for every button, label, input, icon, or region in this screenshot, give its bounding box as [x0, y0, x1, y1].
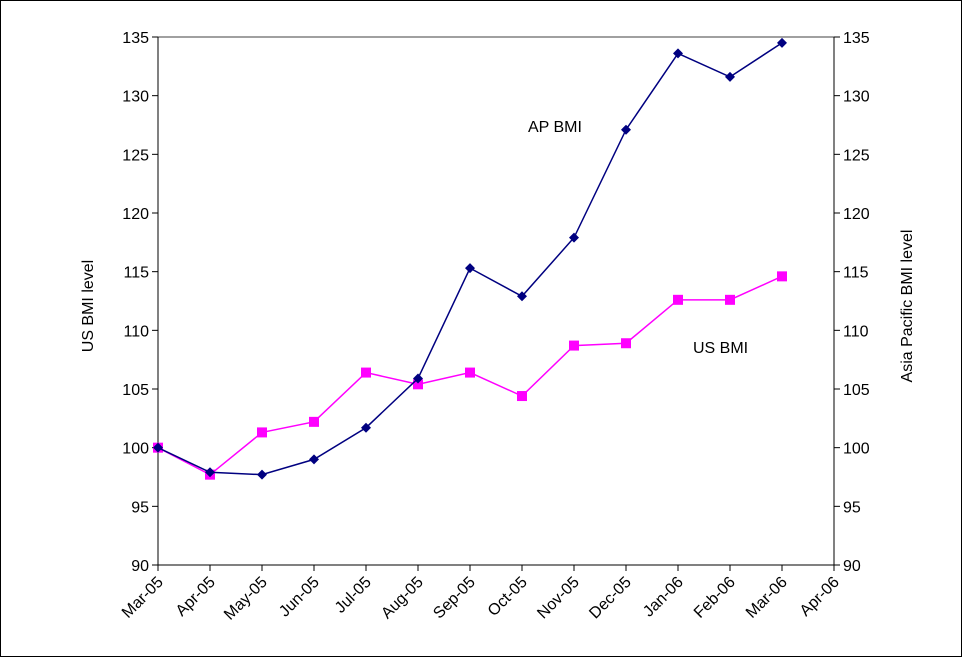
data-point [361, 422, 371, 433]
data-point [725, 294, 735, 305]
series-label-us-bmi: US BMI [693, 340, 748, 357]
x-tick-label: Dec-05 [586, 574, 635, 623]
data-point [361, 367, 371, 378]
left-tick-label: 100 [122, 441, 149, 458]
left-tick-label: 135 [122, 30, 149, 47]
x-tick-label: Sep-05 [430, 574, 479, 623]
data-point [153, 442, 163, 453]
x-tick-label: Jun-05 [276, 574, 323, 621]
left-tick-label: 130 [122, 89, 149, 106]
data-point [465, 367, 475, 378]
x-tick-label: Oct-05 [485, 574, 531, 620]
x-axis: Mar-05 Apr-05 May-05 Jun-05 Jul-05 Aug-05 Sep-… [119, 564, 843, 624]
series-layer [153, 37, 787, 480]
left-y-axis: 90 95 100 105 110 115 120 125 130 135 [122, 30, 159, 575]
data-point [517, 391, 527, 402]
right-tick-label: 120 [843, 206, 870, 223]
data-point [257, 469, 267, 480]
data-point [569, 340, 579, 351]
data-point [673, 48, 683, 59]
data-point [621, 338, 631, 349]
series-us-bmi [153, 271, 787, 480]
data-point [413, 379, 423, 390]
left-axis-title: US BMI level [80, 260, 97, 352]
data-point [725, 71, 735, 82]
right-tick-label: 105 [843, 382, 870, 399]
left-tick-label: 95 [131, 499, 149, 516]
x-tick-label: Aug-05 [378, 574, 427, 623]
left-tick-label: 90 [131, 558, 149, 575]
right-tick-label: 95 [843, 499, 861, 516]
right-tick-label: 110 [843, 323, 869, 340]
left-tick-label: 115 [123, 265, 149, 282]
x-tick-label: Jan-06 [640, 574, 687, 621]
data-point [465, 263, 475, 274]
right-tick-label: 100 [843, 441, 870, 458]
left-tick-label: 105 [122, 382, 149, 399]
data-point [777, 37, 787, 48]
right-tick-label: 115 [843, 265, 869, 282]
series-line [157, 42, 783, 476]
x-tick-label: Apr-06 [797, 574, 843, 620]
x-tick-label: Feb-06 [691, 574, 739, 622]
data-point [309, 416, 319, 427]
x-tick-label: May-05 [221, 574, 271, 624]
right-axis-title: Asia Pacific BMI level [899, 230, 916, 383]
x-tick-label: Mar-06 [743, 574, 791, 622]
data-point [205, 467, 215, 478]
left-tick-label: 125 [122, 147, 149, 164]
data-point [621, 124, 631, 135]
right-y-axis: 90 95 100 105 110 115 120 125 130 135 [833, 30, 870, 575]
right-tick-label: 125 [843, 147, 870, 164]
right-tick-label: 135 [843, 30, 870, 47]
data-point [517, 291, 527, 302]
data-point [257, 427, 267, 438]
right-tick-label: 130 [843, 89, 870, 106]
x-tick-label: Mar-05 [119, 574, 167, 622]
data-point [413, 373, 423, 384]
data-point [777, 271, 787, 282]
data-point [673, 294, 683, 305]
series-label-ap-bmi: AP BMI [528, 119, 582, 136]
series-ap-bmi [153, 37, 787, 480]
x-tick-label: Apr-05 [173, 574, 219, 620]
x-tick-label: Nov-05 [534, 574, 583, 623]
left-tick-label: 120 [122, 206, 149, 223]
x-tick-label: Jul-05 [332, 574, 375, 617]
data-point [309, 454, 319, 465]
left-tick-label: 110 [123, 323, 149, 340]
data-point [569, 232, 579, 243]
right-tick-label: 90 [843, 558, 861, 575]
